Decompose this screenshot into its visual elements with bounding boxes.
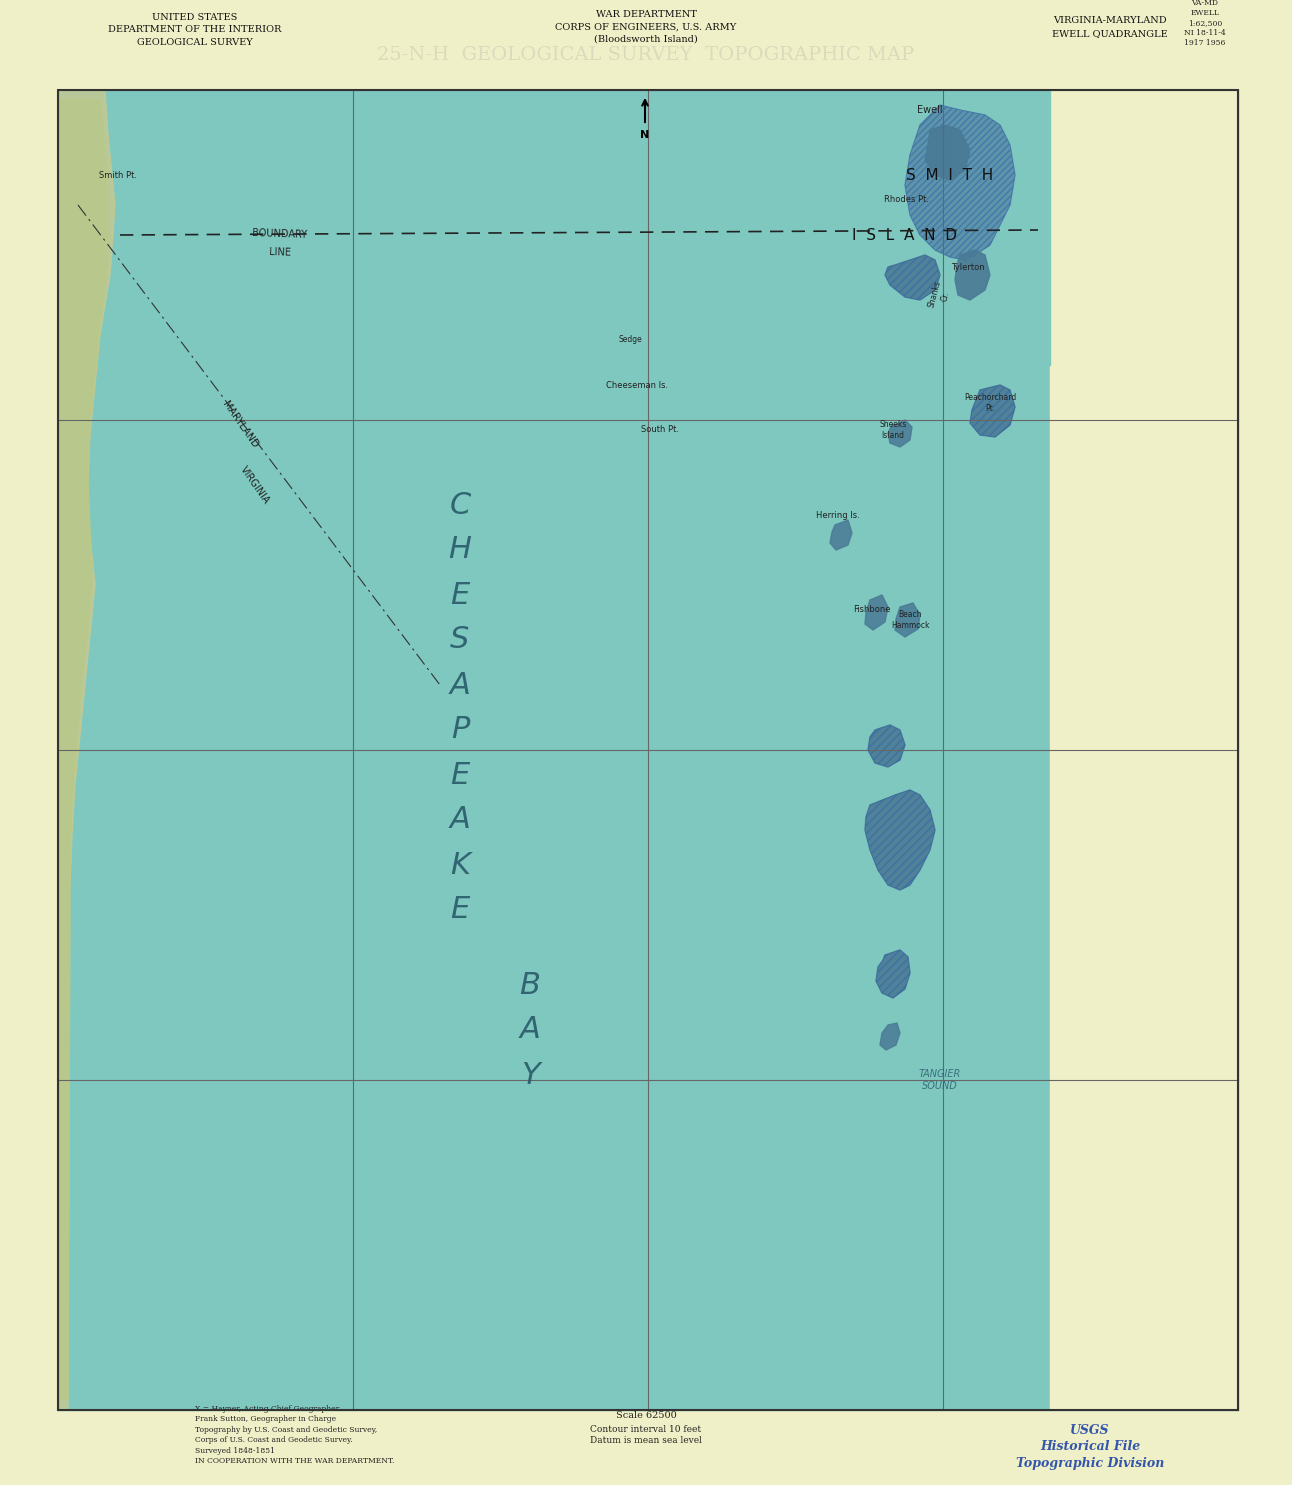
Text: 25-N-H  GEOLOGICAL SURVEY  TOPOGRAPHIC MAP: 25-N-H GEOLOGICAL SURVEY TOPOGRAPHIC MAP — [377, 46, 915, 64]
Polygon shape — [868, 725, 904, 766]
Text: MARYLAND: MARYLAND — [220, 399, 260, 450]
Polygon shape — [925, 125, 970, 180]
Text: TANGIER
SOUND: TANGIER SOUND — [919, 1069, 961, 1091]
Text: N: N — [641, 131, 650, 140]
Polygon shape — [970, 385, 1016, 437]
Polygon shape — [888, 420, 912, 447]
Text: A: A — [450, 805, 470, 835]
Polygon shape — [829, 520, 851, 549]
Text: Ewell: Ewell — [917, 105, 943, 114]
Text: S: S — [451, 625, 470, 655]
Bar — [58, 91, 1238, 1409]
Text: A: A — [519, 1016, 540, 1044]
Polygon shape — [1050, 91, 1238, 1409]
Text: Sedge: Sedge — [618, 336, 642, 345]
Polygon shape — [880, 1023, 901, 1050]
Polygon shape — [866, 790, 935, 890]
Text: BOUNDARY: BOUNDARY — [252, 229, 307, 241]
Polygon shape — [876, 950, 910, 998]
Text: E: E — [451, 581, 469, 609]
Text: B: B — [519, 971, 540, 999]
Polygon shape — [870, 91, 1050, 365]
Text: VA-MD
EWELL
1:62,500
NI 18-11-4
1917 1956: VA-MD EWELL 1:62,500 NI 18-11-4 1917 195… — [1185, 0, 1226, 46]
Polygon shape — [885, 255, 941, 300]
Text: LINE: LINE — [269, 247, 291, 258]
Text: E: E — [451, 760, 469, 790]
Text: A: A — [450, 671, 470, 699]
Text: Scale 62500: Scale 62500 — [615, 1411, 677, 1420]
Polygon shape — [955, 249, 990, 300]
Text: Fishbone: Fishbone — [853, 606, 890, 615]
Text: K: K — [450, 851, 470, 879]
Text: USGS
Historical File
Topographic Division: USGS Historical File Topographic Divisio… — [1016, 1424, 1164, 1470]
Text: P: P — [451, 716, 469, 744]
Text: Y: Y — [521, 1060, 539, 1090]
Text: Peachorchard
Pt.: Peachorchard Pt. — [964, 394, 1016, 413]
Polygon shape — [58, 91, 115, 1409]
Polygon shape — [866, 595, 888, 630]
Text: Beach
Hammock: Beach Hammock — [890, 610, 929, 630]
Text: S  M  I  T  H: S M I T H — [907, 168, 994, 183]
Text: C: C — [450, 490, 470, 520]
Polygon shape — [904, 105, 1016, 260]
Text: X = Hayner, Acting Chief Geographer
Frank Sutton, Geographer in Charge
Topograph: X = Hayner, Acting Chief Geographer Fran… — [195, 1405, 394, 1466]
Text: Contour interval 10 feet
Datum is mean sea level: Contour interval 10 feet Datum is mean s… — [590, 1424, 702, 1445]
Text: Smith Pt.: Smith Pt. — [99, 171, 137, 180]
Polygon shape — [58, 99, 109, 1400]
Text: Sheeks
Island: Sheeks Island — [880, 420, 907, 440]
Text: H: H — [448, 536, 472, 564]
Text: Rhodes Pt.: Rhodes Pt. — [885, 196, 929, 205]
Text: E: E — [451, 895, 469, 925]
Text: Herring Is.: Herring Is. — [817, 511, 860, 520]
Text: Tylerton: Tylerton — [951, 263, 985, 272]
Text: Shanks
Cr.: Shanks Cr. — [928, 279, 953, 310]
Text: I  S  L  A  N  D: I S L A N D — [853, 227, 957, 242]
Text: VIRGINIA: VIRGINIA — [239, 465, 271, 506]
Text: Cheeseman Is.: Cheeseman Is. — [606, 380, 668, 389]
Polygon shape — [895, 603, 920, 637]
Text: WAR DEPARTMENT
CORPS OF ENGINEERS, U.S. ARMY
(Bloodsworth Island): WAR DEPARTMENT CORPS OF ENGINEERS, U.S. … — [556, 10, 736, 45]
Text: South Pt.: South Pt. — [641, 426, 680, 435]
Bar — [58, 91, 1238, 1409]
Text: VIRGINIA-MARYLAND
EWELL QUADRANGLE: VIRGINIA-MARYLAND EWELL QUADRANGLE — [1052, 16, 1168, 37]
Text: UNITED STATES
DEPARTMENT OF THE INTERIOR
GEOLOGICAL SURVEY: UNITED STATES DEPARTMENT OF THE INTERIOR… — [109, 13, 282, 48]
